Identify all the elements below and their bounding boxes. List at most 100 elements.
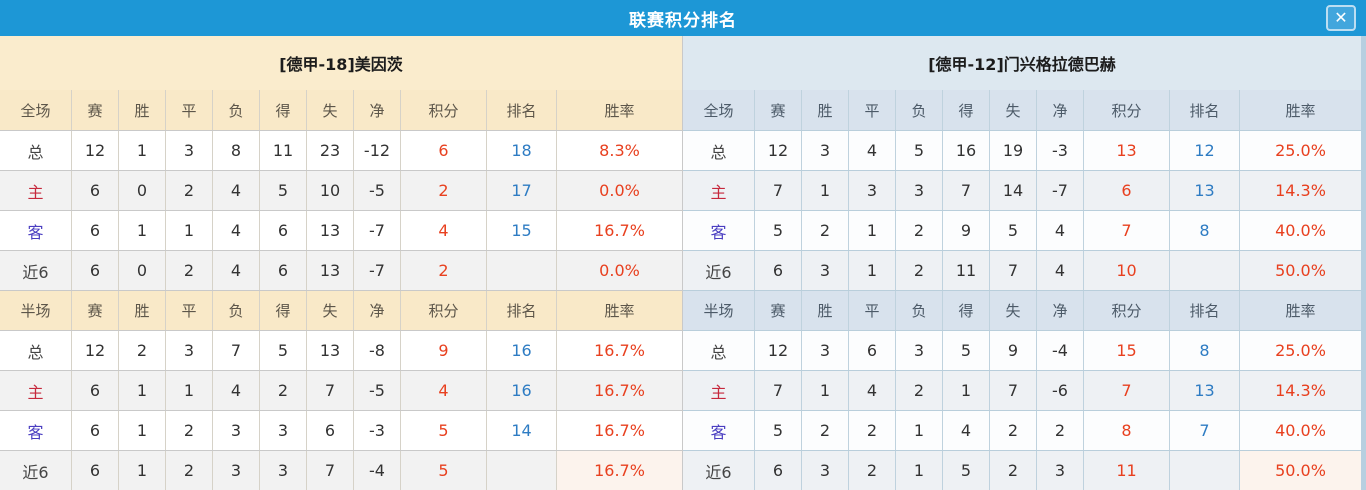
column-header: 负 [213,291,260,330]
stat-cell: -3 [354,411,401,450]
stat-cell: 3 [802,131,849,170]
stat-cell: -6 [1037,371,1084,410]
stat-cell: 2 [896,211,943,250]
stat-cell: 3 [802,451,849,490]
rank-cell: 7 [1170,411,1240,450]
stat-cell: -3 [1037,131,1084,170]
rank-cell: 12 [1170,131,1240,170]
table-row: 总 12 2 3 7 5 13 -8 9 16 16.7% [0,330,682,370]
stat-cell: 7 [307,451,354,490]
stat-cell: 2 [119,331,166,370]
stat-cell: 1 [166,371,213,410]
column-header: 胜 [802,90,849,130]
winrate-cell: 50.0% [1240,451,1361,490]
stat-cell: 11 [943,251,990,290]
stat-cell: 3 [896,331,943,370]
stat-cell: 4 [849,131,896,170]
rank-cell: 18 [487,131,557,170]
stat-cell: -5 [354,371,401,410]
column-header: 净 [354,90,401,130]
stat-cell: 2 [849,411,896,450]
stat-cell: 3 [1037,451,1084,490]
stat-cell: 12 [755,331,802,370]
rank-cell: 16 [487,331,557,370]
row-label: 总 [683,131,755,170]
table-row: 客 6 1 2 3 3 6 -3 5 14 16.7% [0,410,682,450]
winrate-cell: 50.0% [1275,261,1326,280]
stat-cell: 3 [802,331,849,370]
column-header: 胜 [119,90,166,130]
winrate-cell: 16.7% [594,421,645,440]
stat-cell: 2 [1037,411,1084,450]
stat-cell: 4 [213,171,260,210]
winrate-cell: 40.0% [1275,421,1326,440]
away-team-title: [德甲-12]门兴格拉德巴赫 [683,36,1361,90]
stat-cell: 2 [802,211,849,250]
row-label: 总 [0,331,72,370]
stat-cell: -7 [354,251,401,290]
column-header: 负 [213,90,260,130]
home-team-title: [德甲-18]美因茨 [0,36,682,90]
stat-cell: 13 [307,331,354,370]
stat-cell: 5 [990,211,1037,250]
stat-cell: 2 [849,451,896,490]
stat-cell: -8 [354,331,401,370]
stat-cell: 2 [896,251,943,290]
winrate-cell: 0.0% [599,181,640,200]
stat-cell: 2 [990,451,1037,490]
winrate-cell: 16.7% [594,221,645,240]
column-header: 负 [896,90,943,130]
points-cell: 5 [401,411,487,450]
stat-cell: 5 [260,171,307,210]
away-team-table-body: 全场赛胜平负得失净积分 排名 胜率总 12 3 4 5 16 19 -3 13 12 25.0% 主 7 1 3… [683,90,1361,490]
column-header: 胜率 [604,101,635,120]
table-row: 客 5 2 1 2 9 5 4 7 8 40.0% [683,210,1361,250]
stat-cell: 13 [307,211,354,250]
points-cell: 9 [401,331,487,370]
points-cell: 10 [1084,251,1170,290]
winrate-cell: 0.0% [599,261,640,280]
column-header: 胜率 [604,302,635,320]
table-row: 近6 6 3 1 2 11 7 4 10 50.0% [683,250,1361,290]
title-bar: 联赛积分排名 ✕ [0,0,1366,36]
stat-cell: 1 [166,211,213,250]
column-header: 排名 [1170,90,1240,130]
column-header: 负 [896,291,943,330]
column-header: 赛 [755,291,802,330]
stat-cell: 1 [849,211,896,250]
stat-cell: 6 [72,411,119,450]
stat-cell: 1 [896,451,943,490]
points-cell: 6 [401,131,487,170]
stat-cell: 5 [896,131,943,170]
column-header: 半场 [683,291,755,330]
stat-cell: 2 [896,371,943,410]
stat-cell: 16 [943,131,990,170]
row-label: 客 [683,211,755,250]
column-header: 失 [990,291,1037,330]
row-label: 近6 [683,451,755,490]
winrate-cell: 25.0% [1275,141,1326,160]
stat-cell: 5 [755,211,802,250]
close-icon[interactable]: ✕ [1326,5,1356,31]
stat-cell: -4 [1037,331,1084,370]
stat-cell: 23 [307,131,354,170]
stat-cell: 6 [849,331,896,370]
winrate-cell: 16.7% [594,341,645,360]
row-label: 近6 [683,251,755,290]
stat-cell: 7 [990,251,1037,290]
row-label: 总 [0,131,72,170]
stat-cell: 6 [755,251,802,290]
points-cell: 8 [1084,411,1170,450]
rank-cell: 14 [487,411,557,450]
stat-cell: 10 [307,171,354,210]
row-label: 客 [683,411,755,450]
column-header: 得 [943,291,990,330]
stat-cell: 19 [990,131,1037,170]
stat-cell: 5 [943,451,990,490]
stat-cell: 8 [213,131,260,170]
rank-cell: 13 [1170,171,1240,210]
stat-cell: 9 [990,331,1037,370]
stat-cell: 2 [990,411,1037,450]
stat-cell: 6 [755,451,802,490]
